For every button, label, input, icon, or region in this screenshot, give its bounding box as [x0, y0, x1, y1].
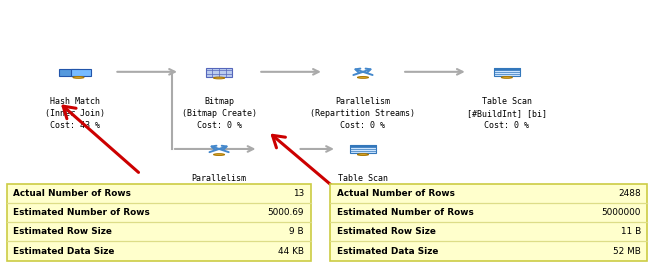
Text: 44 KB: 44 KB: [278, 247, 304, 256]
Ellipse shape: [73, 77, 84, 78]
Bar: [494, 68, 520, 70]
Text: Table Scan
[#Probe] [p]
Cost: 34 %: Table Scan [#Probe] [p] Cost: 34 %: [333, 174, 393, 207]
Text: Table Scan
[#BuildInt] [bi]
Cost: 0 %: Table Scan [#BuildInt] [bi] Cost: 0 %: [467, 97, 547, 130]
Text: 13: 13: [293, 189, 304, 198]
Text: 5000.69: 5000.69: [267, 208, 304, 217]
Bar: [330, 184, 647, 261]
Ellipse shape: [357, 77, 369, 78]
Text: Estimated Data Size: Estimated Data Size: [13, 247, 114, 256]
Ellipse shape: [501, 77, 513, 78]
Bar: [59, 69, 78, 76]
Text: Hash Match
(Inner Join)
Cost: 43 %: Hash Match (Inner Join) Cost: 43 %: [45, 97, 105, 130]
Bar: [494, 68, 520, 76]
Text: Estimated Data Size: Estimated Data Size: [337, 247, 438, 256]
Text: 11 B: 11 B: [621, 227, 641, 236]
Text: Actual Number of Rows: Actual Number of Rows: [13, 189, 131, 198]
Text: Actual Number of Rows: Actual Number of Rows: [337, 189, 455, 198]
Text: Bitmap
(Bitmap Create)
Cost: 0 %: Bitmap (Bitmap Create) Cost: 0 %: [182, 97, 256, 130]
Text: 2488: 2488: [618, 189, 641, 198]
Bar: [350, 145, 376, 147]
Text: 52 MB: 52 MB: [613, 247, 641, 256]
Text: Estimated Number of Rows: Estimated Number of Rows: [337, 208, 473, 217]
FancyArrowPatch shape: [63, 106, 139, 172]
Ellipse shape: [213, 77, 225, 79]
Bar: [350, 145, 376, 153]
Text: 5000000: 5000000: [602, 208, 641, 217]
Text: Parallelism
(Repartition Streams)
Cost: 23 %: Parallelism (Repartition Streams) Cost: …: [167, 174, 271, 207]
Text: Estimated Number of Rows: Estimated Number of Rows: [13, 208, 150, 217]
Bar: [71, 69, 91, 76]
Bar: [7, 184, 311, 261]
Ellipse shape: [213, 154, 225, 155]
Text: 9 B: 9 B: [290, 227, 304, 236]
Text: Estimated Row Size: Estimated Row Size: [13, 227, 112, 236]
Bar: [206, 68, 232, 77]
Ellipse shape: [357, 154, 369, 155]
Text: Parallelism
(Repartition Streams)
Cost: 0 %: Parallelism (Repartition Streams) Cost: …: [311, 97, 415, 130]
Text: Estimated Row Size: Estimated Row Size: [337, 227, 436, 236]
FancyArrowPatch shape: [273, 135, 348, 199]
